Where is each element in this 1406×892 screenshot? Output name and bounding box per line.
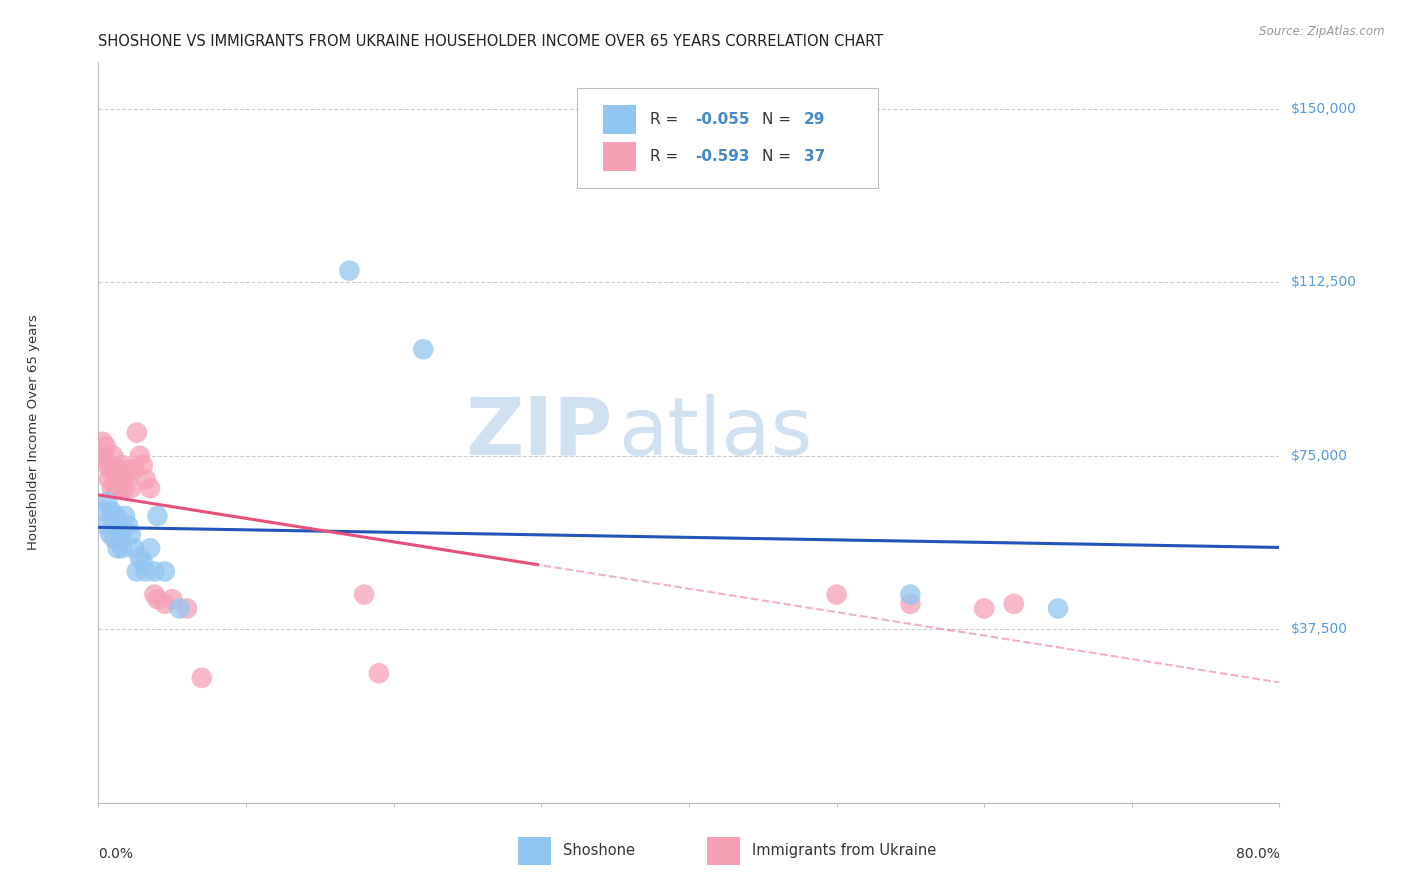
Text: 29: 29	[803, 112, 825, 127]
Point	[93, 449, 115, 463]
Point	[103, 518, 125, 533]
Point	[339, 263, 361, 277]
Point	[89, 449, 111, 463]
Text: Householder Income Over 65 years: Householder Income Over 65 years	[27, 315, 39, 550]
Text: Immigrants from Ukraine: Immigrants from Ukraine	[752, 844, 936, 858]
Point	[139, 541, 162, 556]
Point	[135, 472, 157, 486]
Point	[825, 588, 848, 602]
Point	[110, 527, 132, 541]
Point	[132, 555, 155, 569]
Point	[98, 462, 121, 476]
Point	[114, 508, 136, 523]
Point	[103, 449, 125, 463]
Point	[125, 425, 148, 440]
Point	[98, 527, 121, 541]
Text: -0.055: -0.055	[695, 112, 749, 127]
Text: 80.0%: 80.0%	[1236, 847, 1279, 861]
FancyBboxPatch shape	[517, 837, 551, 865]
Text: N =: N =	[762, 149, 796, 164]
FancyBboxPatch shape	[603, 142, 636, 171]
Point	[135, 565, 157, 579]
Point	[169, 601, 191, 615]
Text: $75,000: $75,000	[1291, 449, 1347, 463]
Point	[120, 481, 142, 495]
Point	[353, 588, 375, 602]
Text: Source: ZipAtlas.com: Source: ZipAtlas.com	[1260, 25, 1385, 38]
Point	[1046, 601, 1070, 615]
Text: $150,000: $150,000	[1291, 102, 1357, 116]
Point	[128, 449, 150, 463]
Text: 37: 37	[803, 149, 825, 164]
Text: R =: R =	[650, 149, 683, 164]
Point	[176, 601, 198, 615]
Text: $112,500: $112,500	[1291, 276, 1357, 289]
Point	[91, 434, 114, 449]
Point	[107, 472, 129, 486]
Point	[100, 481, 122, 495]
Point	[973, 601, 995, 615]
Point	[105, 481, 128, 495]
Point	[111, 458, 134, 472]
Point	[117, 518, 139, 533]
Point	[146, 592, 169, 607]
Point	[97, 472, 120, 486]
Point	[100, 504, 122, 518]
Point	[139, 481, 162, 495]
Point	[368, 666, 391, 681]
Point	[146, 508, 169, 523]
Point	[112, 472, 135, 486]
Point	[120, 527, 142, 541]
Point	[1002, 597, 1025, 611]
Text: -0.593: -0.593	[695, 149, 749, 164]
Text: R =: R =	[650, 112, 683, 127]
Text: $37,500: $37,500	[1291, 623, 1347, 636]
Point	[132, 458, 155, 472]
Point	[900, 597, 922, 611]
Text: ZIP: ZIP	[465, 393, 612, 472]
Point	[162, 592, 183, 607]
Point	[191, 671, 214, 685]
Point	[110, 481, 132, 495]
Point	[111, 541, 134, 556]
Point	[94, 518, 117, 533]
FancyBboxPatch shape	[576, 88, 877, 188]
Point	[94, 440, 117, 454]
Point	[91, 504, 114, 518]
Point	[153, 565, 176, 579]
Point	[143, 588, 166, 602]
Point	[96, 495, 118, 509]
Point	[122, 462, 145, 476]
Text: atlas: atlas	[619, 393, 813, 472]
Text: 0.0%: 0.0%	[98, 847, 134, 861]
Point	[108, 462, 131, 476]
Point	[96, 458, 118, 472]
Point	[104, 532, 127, 546]
Text: N =: N =	[762, 112, 796, 127]
Point	[412, 343, 434, 357]
Text: SHOSHONE VS IMMIGRANTS FROM UKRAINE HOUSEHOLDER INCOME OVER 65 YEARS CORRELATION: SHOSHONE VS IMMIGRANTS FROM UKRAINE HOUS…	[98, 34, 883, 49]
Point	[114, 481, 136, 495]
Text: Shoshone: Shoshone	[562, 844, 634, 858]
Point	[125, 565, 148, 579]
Point	[107, 541, 129, 556]
Point	[104, 462, 127, 476]
Point	[128, 550, 150, 565]
FancyBboxPatch shape	[707, 837, 740, 865]
Point	[122, 541, 145, 556]
Point	[143, 565, 166, 579]
Point	[108, 518, 131, 533]
Point	[900, 588, 922, 602]
Point	[117, 462, 139, 476]
Point	[105, 508, 128, 523]
Point	[153, 597, 176, 611]
FancyBboxPatch shape	[603, 104, 636, 135]
